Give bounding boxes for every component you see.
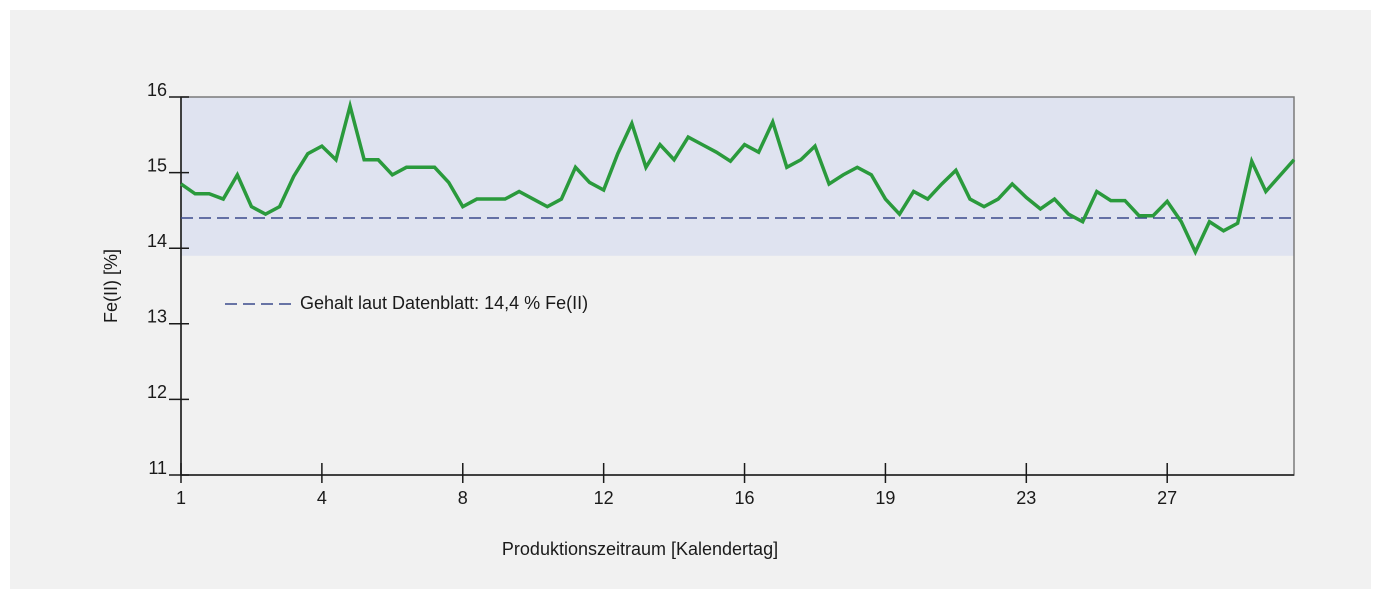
tolerance-band [181, 97, 1294, 256]
x-tick-label: 4 [317, 488, 327, 508]
data-line [179, 99, 1296, 257]
x-tick-label: 1 [176, 488, 186, 508]
x-tick-label: 23 [1016, 488, 1036, 508]
legend-label: Gehalt laut Datenblatt: 14,4 % Fe(II) [300, 293, 588, 313]
y-tick-label: 12 [147, 382, 167, 402]
x-tick-label: 19 [875, 488, 895, 508]
y-tick-label: 13 [147, 307, 167, 327]
x-axis-label: Produktionszeitraum [Kalendertag] [502, 539, 778, 559]
x-tick-label: 16 [735, 488, 755, 508]
y-tick-label: 14 [147, 231, 167, 251]
x-tick-label: 27 [1157, 488, 1177, 508]
y-tick-label: 15 [147, 155, 167, 175]
y-tick-label: 11 [148, 458, 167, 478]
y-axis-label: Fe(II) [%] [101, 249, 121, 323]
x-tick-label: 12 [594, 488, 614, 508]
y-tick-label: 16 [147, 80, 167, 100]
x-tick-label: 8 [458, 488, 468, 508]
